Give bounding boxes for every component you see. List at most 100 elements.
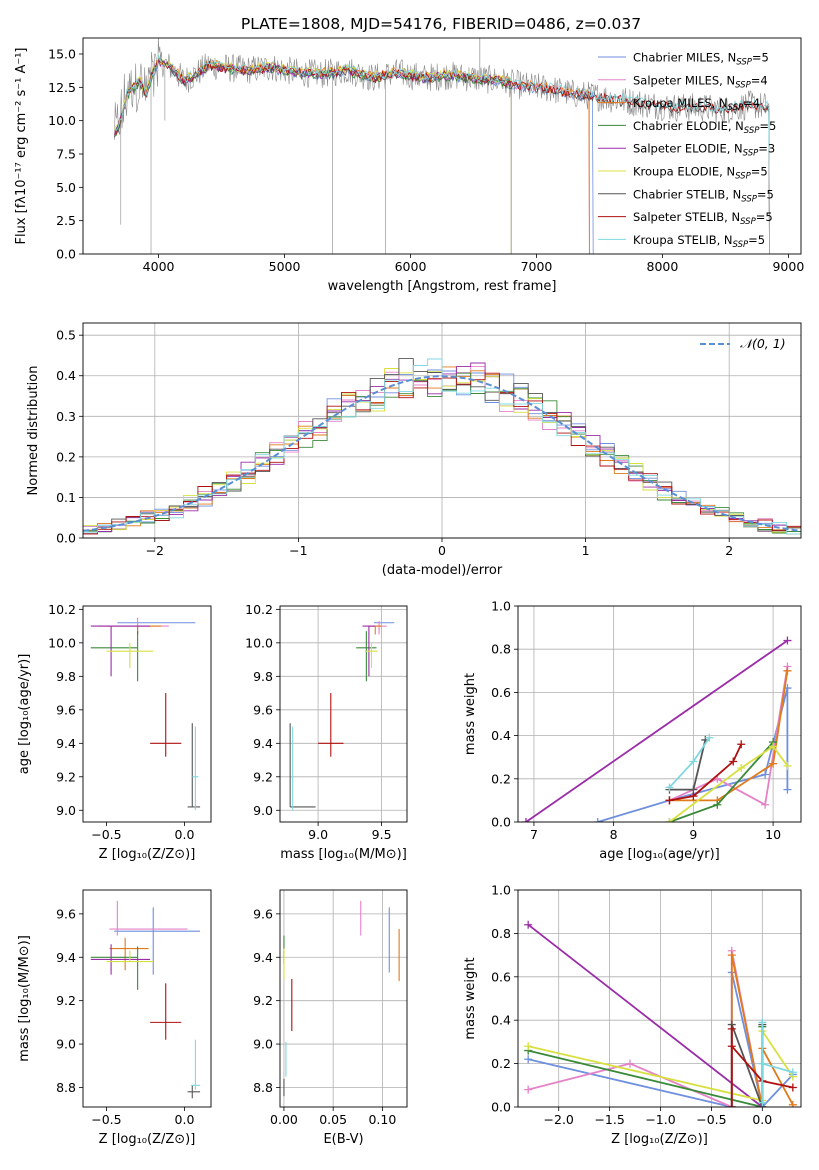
plot-area-weight-vs-age: [521, 636, 792, 822]
axes-spectrum: 4000 5000 6000 7000 8000 9000 0.0 2.5 5.0 7.5 10.0…: [14, 37, 804, 294]
y-tick-label: 0.0: [491, 815, 511, 830]
x-tick-label: 0: [438, 543, 446, 558]
y-tick-label: 1.0: [491, 599, 511, 614]
legend: 𝒩(0, 1): [700, 336, 786, 351]
series-line: [527, 950, 764, 1107]
histogram-kroupa-stelib: [83, 358, 801, 535]
x-tick-label: 0.00: [270, 1112, 298, 1127]
y-tick-label: 10.2: [245, 602, 273, 617]
y-tick-label: 0.3: [56, 409, 76, 424]
y-axis-label: mass weight: [463, 673, 478, 755]
series-marker: [689, 792, 698, 801]
y-tick-label: 9.0: [253, 1037, 273, 1052]
y-tick-label: 9.4: [56, 736, 76, 751]
axes-age-vs-Z: −0.5 0.0 9.0 9.2 9.4 9.6 9.8 10.0 10.2 Z [log₁₀(Z…: [17, 602, 212, 862]
series-salpeter-stelib: [665, 740, 746, 805]
errorbar-kroupa-stelib: [192, 726, 199, 811]
errorbar-chabrier-stelib: [187, 723, 201, 808]
series-marker: [625, 1059, 634, 1068]
series-marker: [521, 818, 530, 822]
x-axis-label: (data-model)/error: [382, 563, 503, 578]
y-axis-label: Flux [fλ10⁻¹⁷ erg cm⁻² s⁻¹ A⁻¹]: [14, 48, 29, 245]
series-marker: [524, 920, 533, 929]
series-marker: [758, 1098, 767, 1107]
errorbar-salpeter-stelib: [150, 983, 182, 1040]
series-line: [668, 745, 789, 822]
errorbar-kroupa-miles: [98, 625, 162, 635]
model-line: [114, 58, 770, 254]
model-line: [114, 59, 512, 254]
axes-weight-vs-Z: −2.0 −1.5 −1.0 −0.5 0.0 0.0 0.2 0.4 0.6 0.8 1.0 Z […: [463, 883, 802, 1147]
series-marker: [727, 951, 736, 960]
y-axis-label: Normed distribution: [26, 366, 41, 496]
y-tick-label: 9.2: [253, 769, 273, 784]
series-marker: [758, 1059, 767, 1068]
x-axis-label: age [log₁₀(age/yr)]: [599, 847, 720, 862]
x-tick-label: 0.0: [175, 1112, 195, 1127]
series-marker: [761, 770, 770, 779]
y-tick-label: 5.0: [56, 180, 76, 195]
plot-area-age-vs-Z: [90, 617, 201, 811]
errorbar-salpeter-miles: [109, 900, 188, 936]
y-tick-label: 9.8: [56, 669, 76, 684]
series-kroupa-stelib: [758, 1018, 797, 1107]
errorbar-chabrier-elodie: [90, 946, 139, 990]
y-tick-label: 0.2: [491, 1056, 511, 1071]
y-tick-label: 9.4: [253, 950, 273, 965]
errorbar-kroupa-miles: [109, 937, 149, 971]
x-tick-label: 7: [530, 827, 538, 842]
series-salpeter-stelib: [727, 1024, 797, 1107]
axes-frame: [517, 889, 802, 1108]
x-tick-label: −1.0: [645, 1112, 675, 1127]
x-tick-label: 6000: [395, 259, 427, 274]
figure-title: PLATE=1808, MJD=54176, FIBERID=0486, z=0…: [241, 15, 641, 33]
plot-area-mass-vs-Z: [90, 900, 201, 1099]
x-axis-label: Z [log₁₀(Z/Z⊙)]: [99, 847, 196, 862]
series-marker: [783, 785, 792, 794]
x-axis-label: E(B-V): [323, 1132, 363, 1147]
model-line: [114, 58, 770, 254]
errorbar-chabrier-stelib: [289, 723, 316, 808]
legend-label: Kroupa STELIB, NSSP=5: [633, 233, 765, 250]
series-marker: [713, 800, 722, 809]
plot-area-weight-vs-Z: [524, 920, 797, 1107]
errorbar-kroupa-elodie: [106, 950, 154, 963]
axes-age-vs-mass: 9.0 9.5 9.0 9.2 9.4 9.6 9.8 10.0 10.2 mass [log₁₀…: [245, 602, 408, 862]
y-tick-label: 9.0: [253, 803, 273, 818]
series-marker: [705, 733, 714, 742]
y-tick-label: 0.0: [56, 531, 76, 546]
x-tick-label: −2: [146, 543, 164, 558]
y-tick-label: 9.2: [56, 769, 76, 784]
y-tick-label: 0.4: [491, 728, 511, 743]
errorbar-salpeter-stelib: [150, 693, 182, 757]
y-tick-label: 0.4: [56, 368, 76, 383]
errorbar-salpeter-elodie: [90, 944, 151, 975]
series-marker: [737, 740, 746, 749]
series-marker: [524, 1055, 533, 1064]
y-axis-label: age [log₁₀(age/yr)]: [17, 654, 32, 775]
series-marker: [758, 1018, 767, 1027]
legend-label: Salpeter ELODIE, NSSP=3: [633, 142, 775, 159]
y-tick-label: 9.4: [56, 950, 76, 965]
y-tick-label: 0.0: [491, 1100, 511, 1115]
series-line: [527, 923, 763, 1107]
x-tick-label: 7000: [521, 259, 553, 274]
x-tick-label: 4000: [143, 259, 175, 274]
y-tick-label: 2.5: [56, 213, 76, 228]
y-tick-label: 0.4: [491, 1013, 511, 1028]
y-tick-label: 0.5: [56, 328, 76, 343]
x-tick-label: −0.5: [696, 1112, 726, 1127]
y-tick-label: 0.6: [491, 969, 511, 984]
series-marker: [524, 1085, 533, 1094]
x-tick-label: 0.10: [368, 1112, 396, 1127]
plot-area-age-vs-mass: [289, 621, 395, 811]
model-line: [114, 59, 512, 254]
errorbar-chabrier-stelib: [187, 1085, 201, 1099]
x-tick-label: 1: [582, 543, 590, 558]
series-kroupa-stelib: [665, 733, 714, 792]
series-marker: [783, 636, 792, 645]
x-tick-label: −0.5: [91, 1112, 121, 1127]
series-line: [669, 743, 743, 802]
y-tick-label: 10.0: [48, 113, 76, 128]
normal-reference-curve: [83, 375, 801, 532]
